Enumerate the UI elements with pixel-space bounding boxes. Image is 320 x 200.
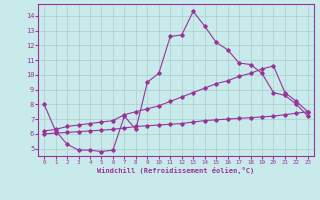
X-axis label: Windchill (Refroidissement éolien,°C): Windchill (Refroidissement éolien,°C)	[97, 167, 255, 174]
